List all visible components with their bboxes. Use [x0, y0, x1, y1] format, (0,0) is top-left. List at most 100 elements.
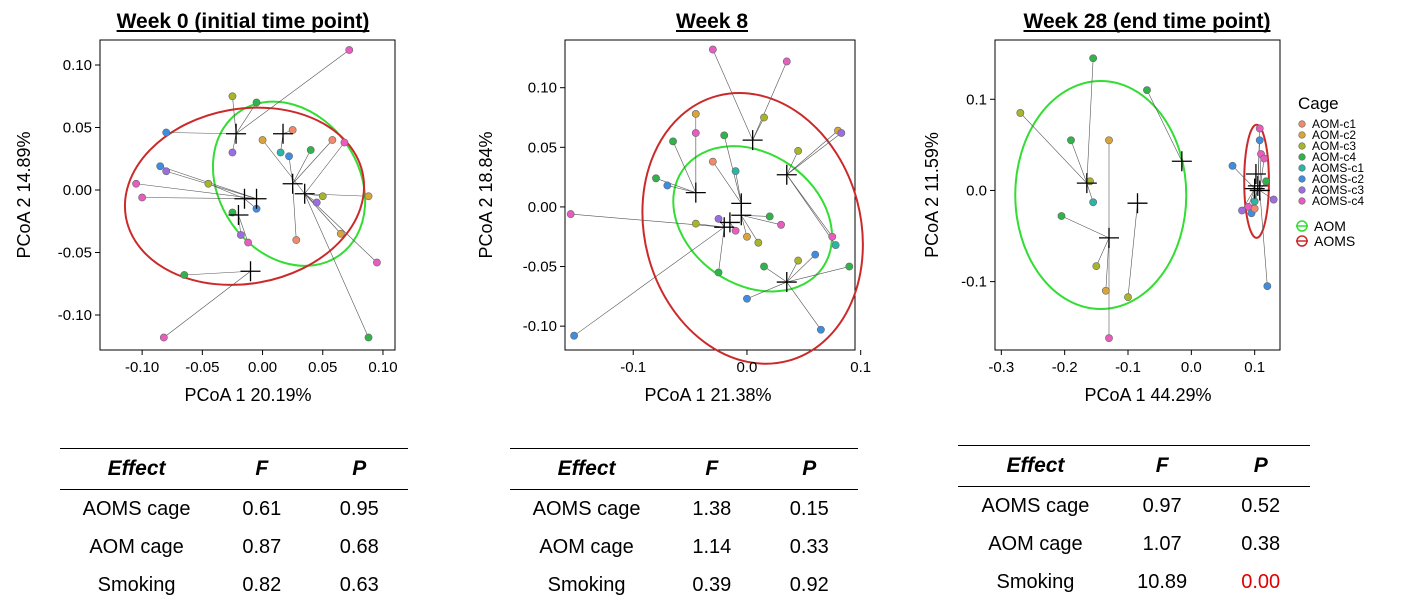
table-row: AOM cage 1.07 0.38: [958, 525, 1310, 563]
data-point: [652, 174, 660, 183]
connector-line: [304, 193, 342, 234]
y-tick-label: -0.05: [523, 259, 557, 276]
data-point: [1089, 54, 1098, 63]
connector-line: [1020, 112, 1088, 184]
connector-line: [712, 49, 753, 141]
data-point: [731, 167, 740, 176]
connector-line: [1259, 190, 1268, 287]
x-tick-label: 0.0: [737, 359, 758, 376]
data-point: [156, 162, 165, 171]
data-point: [252, 98, 261, 107]
data-point: [570, 331, 578, 340]
table-header-row: Effect F P: [510, 448, 858, 490]
connector-line: [262, 139, 305, 194]
data-point: [714, 214, 723, 223]
connector-line: [786, 174, 836, 246]
pcoa-panel-week-8: Week 8 -0.1 0.0 0.1 0.10 0.05 0.00 -0.05 -0.10 PC…: [476, 10, 871, 405]
chart-title: Week 8: [676, 10, 748, 33]
centroid-marker: [1171, 151, 1192, 172]
aoms-ellipse: [641, 92, 864, 365]
header-p: P: [802, 457, 817, 480]
y-tick-label: 0.05: [528, 139, 557, 156]
connector-line: [786, 260, 799, 283]
data-point: [811, 250, 820, 259]
centroid-marker: [226, 123, 247, 144]
effect-cell: AOM cage: [988, 532, 1083, 555]
table-row: Smoking 0.82 0.63: [60, 566, 408, 604]
connector-line: [786, 150, 799, 175]
f-cell: 0.87: [242, 535, 282, 558]
table-row: AOM cage 0.87 0.68: [60, 528, 408, 566]
connector-line: [304, 142, 345, 194]
data-point: [132, 179, 141, 188]
p-cell: 0.15: [789, 497, 829, 520]
pcoa-panel-week-28: Week 28 (end time point) -0.3 -0.2 -0.1 0.0 0…: [922, 10, 1281, 405]
data-point: [691, 110, 700, 118]
header-p: P: [1253, 454, 1268, 477]
header-f: F: [255, 457, 269, 480]
p-cell: 0.52: [1241, 494, 1281, 517]
y-axis-label: PCoA 2 18.84%: [476, 131, 496, 258]
header-p: P: [352, 457, 367, 480]
data-point: [1263, 282, 1272, 291]
y-tick-label: 0.10: [63, 57, 92, 74]
x-axis-label: PCoA 1 21.38%: [644, 385, 771, 405]
data-point: [794, 256, 803, 265]
stats-table-week-28: Effect F P AOMS cage 0.97 0.52 AOM cage 1.0…: [958, 445, 1310, 601]
connector-line: [786, 266, 850, 283]
data-point: [754, 238, 763, 247]
data-point: [328, 136, 337, 144]
y-tick-label: 0.10: [528, 80, 557, 97]
connector-line: [136, 183, 257, 200]
y-axis-label: PCoA 2 11.59%: [922, 132, 942, 258]
y-tick-label: 0.1: [966, 91, 987, 108]
connector-line: [1146, 90, 1183, 162]
data-point: [1250, 197, 1259, 206]
effect-cell: Smoking: [996, 570, 1075, 593]
data-point: [364, 333, 373, 342]
data-point: [1105, 136, 1113, 145]
legend-swatch: [1298, 186, 1306, 194]
connector-line: [667, 185, 696, 193]
centroid-marker: [742, 130, 763, 151]
x-tick-label: -0.1: [620, 359, 646, 376]
data-point: [743, 232, 751, 241]
data-point: [731, 226, 740, 235]
data-point: [1124, 293, 1132, 302]
data-point: [276, 148, 285, 157]
table-row: AOMS cage 1.38 0.15: [510, 490, 858, 529]
data-point: [777, 220, 785, 229]
data-point: [1089, 198, 1098, 207]
data-point: [288, 126, 297, 134]
y-tick-label: -0.10: [523, 318, 557, 335]
connector-line: [304, 193, 369, 338]
connector-line: [235, 49, 350, 134]
table-row: Smoking 10.89 0.00: [958, 563, 1310, 601]
legend-label: AOM-c4: [1312, 150, 1356, 164]
f-cell: 1.14: [692, 535, 732, 558]
data-point: [663, 181, 672, 190]
connector-line: [786, 254, 816, 283]
centroid-marker: [685, 182, 706, 203]
effect-cell: AOM cage: [89, 535, 184, 558]
connector-line: [1061, 215, 1110, 239]
data-point: [831, 241, 840, 249]
legend-label: AOMS-c4: [1312, 194, 1364, 208]
x-tick-label: -0.10: [125, 359, 159, 376]
centroid-marker: [1249, 180, 1270, 201]
connector-line: [786, 174, 833, 237]
header-f: F: [1155, 454, 1169, 477]
data-point: [228, 92, 237, 101]
centroid-marker: [1244, 178, 1265, 199]
connector-line: [1096, 237, 1110, 267]
x-tick-label: 0.00: [248, 359, 277, 376]
x-tick-label: 0.0: [1181, 359, 1202, 376]
data-point: [1143, 86, 1151, 95]
centroid-marker: [234, 188, 255, 209]
table-row: AOMS cage 0.97 0.52: [958, 487, 1310, 526]
f-cell: 0.97: [1142, 494, 1182, 517]
x-tick-label: -0.05: [185, 359, 219, 376]
legend-swatch: [1298, 153, 1306, 161]
connector-line: [208, 183, 245, 200]
data-point: [1016, 109, 1025, 117]
